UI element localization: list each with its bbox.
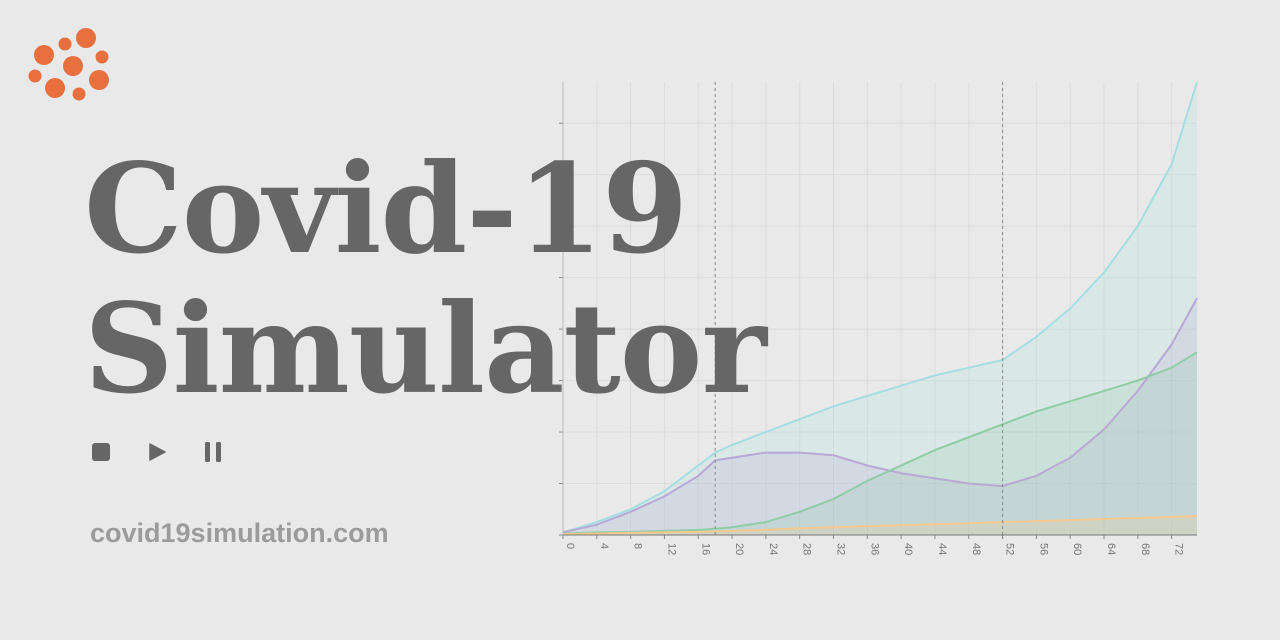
series-line-2	[562, 351, 1198, 535]
x-tick-label: 68	[1139, 543, 1151, 555]
series-area-2	[563, 352, 1197, 535]
x-tick-label: 64	[1105, 543, 1117, 555]
logo-dot	[72, 87, 86, 101]
x-tick-label: 12	[665, 543, 677, 555]
x-tick-label: 72	[1173, 543, 1185, 555]
x-tick-label: 16	[699, 543, 711, 555]
logo-dot	[45, 78, 65, 98]
pause-button[interactable]	[202, 441, 224, 463]
x-tick-label: 52	[1004, 543, 1016, 555]
x-tick-label: 28	[801, 543, 813, 555]
logo-dot	[95, 50, 109, 64]
play-button[interactable]	[146, 441, 168, 463]
series-line-0	[562, 81, 1198, 534]
x-tick-label: 60	[1071, 543, 1083, 555]
logo-icon	[28, 28, 109, 101]
stop-icon	[92, 443, 110, 461]
playback-controls	[90, 440, 224, 464]
stop-button[interactable]	[90, 441, 112, 463]
logo-dot	[76, 28, 96, 48]
pause-icon	[205, 442, 221, 462]
x-tick-label: 48	[970, 543, 982, 555]
play-icon	[149, 443, 166, 461]
series-line-1	[562, 297, 1198, 534]
x-tick-label: 56	[1037, 543, 1049, 555]
x-tick-label: 44	[936, 543, 948, 555]
x-tick-label: 32	[835, 543, 847, 555]
x-tick-label: 24	[767, 543, 779, 555]
x-tick-label: 0	[564, 543, 576, 549]
site-url[interactable]: covid19simulation.com	[90, 518, 389, 548]
x-tick-label: 8	[632, 543, 644, 549]
title-line-1: Covid-19	[84, 137, 688, 282]
x-tick-label: 20	[733, 543, 745, 555]
series-area-3	[563, 516, 1197, 535]
page-title: Covid-19 Simulator	[84, 137, 767, 422]
x-tick-label: 36	[868, 543, 880, 555]
x-tick-label: 40	[902, 543, 914, 555]
title-line-2: Simulator	[84, 277, 767, 422]
simulation-chart: 0 4 8 12 16 20 24 28 32 36 40 44 48 52 56 60 64 68 72	[559, 81, 1198, 555]
logo-dot	[58, 37, 72, 51]
x-tick-label: 4	[598, 543, 610, 549]
logo-dot	[28, 69, 42, 83]
series-area-0	[563, 82, 1197, 535]
logo-dot	[34, 45, 54, 65]
logo-dot	[63, 56, 83, 76]
logo-dot	[89, 70, 109, 90]
series-line-3	[562, 515, 1198, 535]
